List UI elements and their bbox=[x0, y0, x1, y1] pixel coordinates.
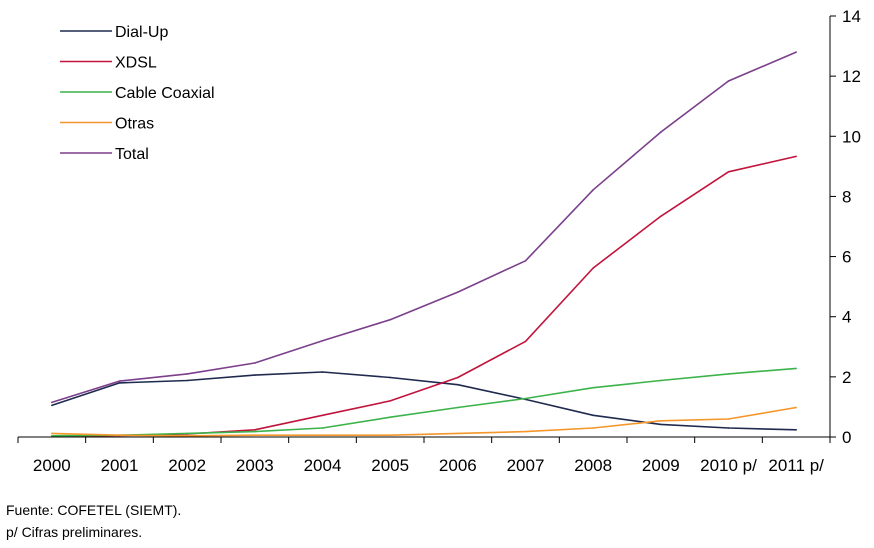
y-tick-label: 6 bbox=[842, 248, 851, 267]
x-tick-label: 2002 bbox=[168, 456, 206, 475]
data-point-cable-coaxial bbox=[51, 434, 53, 437]
data-point-cable-coaxial bbox=[457, 406, 459, 409]
legend-label-cable-coaxial: Cable Coaxial bbox=[115, 85, 215, 102]
data-point-total bbox=[118, 380, 121, 382]
data-point-total bbox=[51, 401, 53, 404]
x-tick-label: 2009 bbox=[642, 456, 680, 475]
y-tick-label: 8 bbox=[842, 187, 851, 206]
x-tick-label: 2006 bbox=[439, 456, 477, 475]
y-tick-label: 10 bbox=[842, 127, 861, 146]
data-point-dial-up bbox=[186, 379, 188, 382]
data-point-cable-coaxial bbox=[727, 373, 730, 375]
data-point-total bbox=[727, 80, 730, 82]
series-line-total bbox=[51, 51, 797, 404]
data-point-otras bbox=[727, 418, 730, 420]
data-point-xdsl bbox=[389, 400, 391, 402]
y-tick-label: 12 bbox=[842, 67, 861, 86]
series-line-otras bbox=[51, 406, 797, 437]
data-point-dial-up bbox=[592, 414, 594, 417]
data-point-cable-coaxial bbox=[795, 367, 797, 370]
legend-label-dial-up: Dial-Up bbox=[115, 24, 168, 41]
data-point-total bbox=[186, 373, 188, 375]
data-point-dial-up bbox=[457, 383, 459, 386]
legend-label-total: Total bbox=[115, 146, 149, 163]
data-point-dial-up bbox=[254, 374, 256, 376]
data-point-xdsl bbox=[321, 414, 324, 417]
y-tick-label: 2 bbox=[842, 368, 851, 387]
source-note: Fuente: COFETEL (SIEMT). bbox=[6, 502, 182, 518]
data-point-dial-up bbox=[389, 376, 391, 379]
data-point-total bbox=[389, 318, 391, 321]
x-tick-label: 2011 p/ bbox=[768, 456, 824, 475]
data-point-total bbox=[457, 291, 459, 293]
data-point-total bbox=[321, 339, 324, 342]
data-point-total bbox=[592, 189, 594, 191]
data-point-otras bbox=[321, 434, 324, 436]
x-tick-label: 2008 bbox=[574, 456, 612, 475]
legend-label-xdsl: XDSL bbox=[115, 55, 157, 72]
data-point-xdsl bbox=[795, 155, 797, 158]
x-tick-label: 2010 p/ bbox=[700, 456, 757, 475]
data-point-dial-up bbox=[727, 427, 730, 429]
series-line-xdsl bbox=[51, 155, 797, 438]
plot-area bbox=[51, 51, 797, 438]
data-point-otras bbox=[118, 434, 121, 436]
data-point-otras bbox=[660, 419, 662, 422]
data-point-otras bbox=[51, 432, 53, 435]
x-tick-label: 2000 bbox=[33, 456, 71, 475]
data-point-total bbox=[524, 259, 527, 262]
data-point-cable-coaxial bbox=[321, 427, 324, 429]
data-point-xdsl bbox=[660, 215, 662, 218]
data-point-dial-up bbox=[795, 428, 797, 431]
data-point-dial-up bbox=[660, 423, 662, 426]
y-tick-label: 4 bbox=[842, 308, 851, 327]
data-point-cable-coaxial bbox=[660, 379, 662, 382]
x-tick-label: 2005 bbox=[371, 456, 409, 475]
data-point-otras bbox=[457, 432, 459, 435]
data-point-cable-coaxial bbox=[389, 416, 391, 418]
data-point-xdsl bbox=[592, 267, 594, 269]
data-point-cable-coaxial bbox=[592, 386, 594, 389]
x-tick-label: 2007 bbox=[507, 456, 545, 475]
data-point-otras bbox=[795, 406, 797, 409]
preliminary-note: p/ Cifras preliminares. bbox=[6, 524, 143, 540]
axes: 2000 2001 2002 2003 2004 2005 2006 2007 2008 2009… bbox=[17, 7, 861, 475]
data-point-xdsl bbox=[524, 340, 527, 343]
data-point-otras bbox=[524, 430, 527, 433]
data-point-cable-coaxial bbox=[186, 432, 188, 435]
data-point-cable-coaxial bbox=[254, 430, 256, 433]
line-chart: 2000 2001 2002 2003 2004 2005 2006 2007 2008 2009… bbox=[17, 7, 861, 475]
data-point-xdsl bbox=[254, 428, 256, 431]
legend: Dial-Up XDSL Cable Coaxial Otras Total bbox=[60, 24, 215, 163]
data-point-total bbox=[660, 131, 662, 133]
data-point-otras bbox=[254, 434, 256, 436]
data-point-total bbox=[795, 51, 797, 53]
x-tick-label: 2004 bbox=[304, 456, 342, 475]
data-point-otras bbox=[592, 427, 594, 429]
legend-label-otras: Otras bbox=[115, 116, 154, 133]
data-point-xdsl bbox=[727, 170, 730, 173]
data-point-cable-coaxial bbox=[524, 397, 527, 400]
x-tick-label: 2003 bbox=[236, 456, 274, 475]
data-point-dial-up bbox=[321, 371, 324, 373]
data-point-otras bbox=[186, 434, 188, 437]
y-tick-label: 14 bbox=[842, 7, 861, 26]
series-line-dial-up bbox=[51, 371, 797, 431]
data-point-total bbox=[254, 362, 256, 364]
y-tick-label: 0 bbox=[842, 428, 851, 447]
data-point-otras bbox=[389, 434, 391, 436]
series-line-cable-coaxial bbox=[51, 367, 797, 437]
data-point-dial-up bbox=[118, 382, 121, 384]
data-point-dial-up bbox=[51, 404, 53, 407]
x-tick-label: 2001 bbox=[101, 456, 139, 475]
data-point-xdsl bbox=[457, 376, 459, 379]
